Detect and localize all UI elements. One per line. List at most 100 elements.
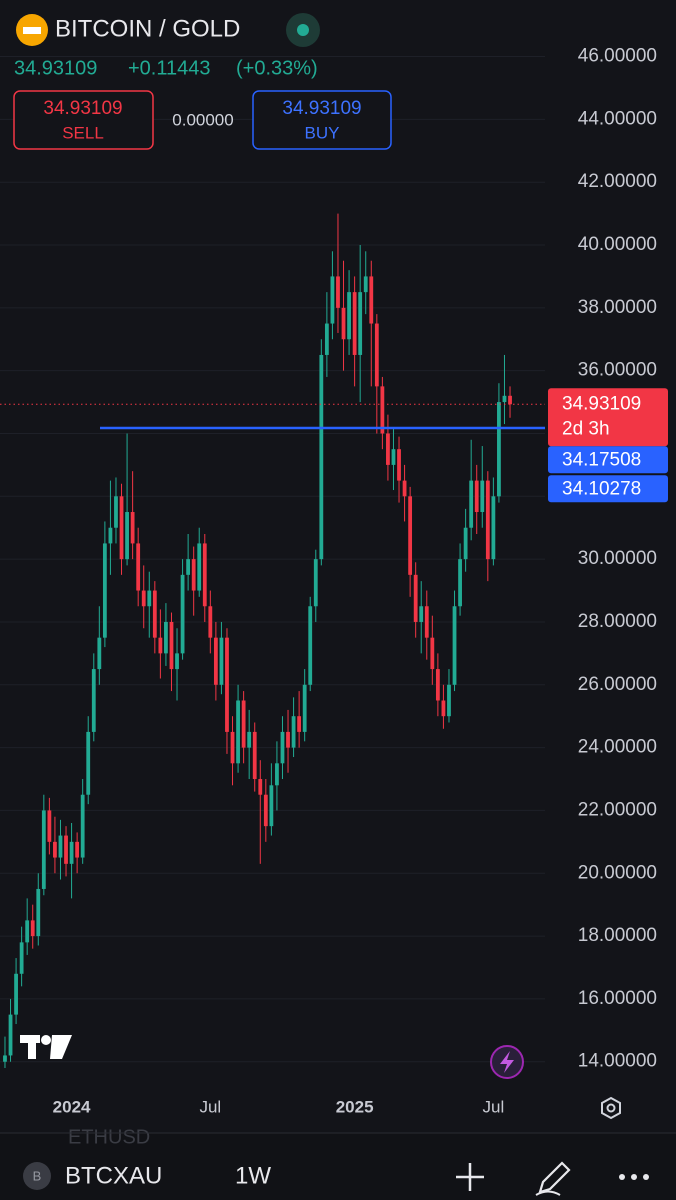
candle-body (125, 512, 129, 560)
candle-body (269, 785, 274, 827)
settings-button[interactable] (601, 1096, 621, 1120)
candle-body (280, 731, 285, 764)
candle-body (369, 276, 374, 324)
candle-body (41, 810, 46, 889)
candle-body (14, 973, 18, 1015)
y-tick-label: 22.00000 (578, 799, 657, 820)
candle-body (402, 480, 407, 497)
candle-body (97, 637, 102, 670)
candle-body (430, 637, 435, 670)
candle-body (3, 1055, 7, 1062)
candle-body (164, 621, 168, 654)
candle-body (480, 480, 485, 513)
second-level-label: 34.10278 (562, 478, 641, 499)
y-tick-label: 36.00000 (578, 360, 657, 381)
candle-body (136, 543, 141, 591)
add-button[interactable] (456, 1163, 484, 1191)
candle-body (158, 637, 163, 654)
candle-body (80, 794, 85, 858)
candle-body (69, 841, 74, 864)
last-price-label: 34.93109 (562, 393, 641, 414)
buy-label: BUY (305, 123, 340, 142)
y-tick-label: 26.00000 (578, 674, 657, 695)
candle-body (419, 606, 424, 622)
candle-body (53, 841, 57, 858)
symbol[interactable]: BTCXAU (65, 1162, 162, 1189)
candle-body (358, 292, 363, 355)
candle-body (386, 433, 390, 465)
y-tick-label: 38.00000 (578, 297, 657, 318)
candle-body (141, 590, 146, 607)
candle-body (86, 731, 91, 795)
candle-body (347, 292, 351, 340)
y-tick-label: 40.00000 (578, 234, 657, 255)
candle-body (424, 606, 429, 638)
symbol-icon-circle (23, 1162, 51, 1190)
candle-body (435, 669, 440, 701)
candle-body (64, 835, 68, 864)
y-tick-label: 46.00000 (578, 46, 657, 67)
x-tick-label: 2024 (53, 1097, 91, 1116)
candle-body (341, 307, 346, 340)
background-symbol: ETHUSD (68, 1126, 150, 1148)
candle-body (241, 700, 246, 748)
y-tick-label: 28.00000 (578, 611, 657, 632)
candle-body (397, 449, 401, 481)
candle-body (286, 731, 290, 748)
y-tick-label: 30.00000 (578, 548, 657, 569)
candle-body (191, 559, 196, 591)
candle-body (291, 716, 296, 748)
candle-body (502, 395, 507, 403)
more-button[interactable] (619, 1174, 649, 1180)
candle-body (352, 292, 357, 355)
candle-body (308, 606, 313, 685)
chart: 2024 Jul 2025 Jul 14.00000 16.00000 18.00000 20… (0, 46, 668, 1116)
price: 34.93109 (14, 57, 97, 79)
interval[interactable]: 1W (235, 1162, 271, 1189)
buy-price: 34.93109 (282, 98, 361, 119)
candle-body (297, 716, 302, 732)
candle-body (219, 637, 224, 685)
candle-body (180, 574, 185, 654)
candle-body (47, 810, 52, 842)
candle-body (102, 543, 107, 638)
candle-body (108, 527, 113, 544)
candle-body (19, 942, 24, 974)
candle-body (58, 835, 63, 858)
x-tick-label: Jul (483, 1097, 505, 1116)
y-tick-label: 18.00000 (578, 925, 657, 946)
candle-body (258, 779, 263, 795)
title: BITCOIN / GOLD (55, 15, 240, 42)
level-label: 34.17508 (562, 449, 641, 470)
sell-button[interactable] (13, 90, 154, 150)
candle-body (474, 480, 479, 513)
bottom-bar (0, 1133, 676, 1200)
candle-body (91, 669, 96, 732)
candle-body (497, 402, 501, 497)
candle-body (252, 731, 257, 780)
y-tick-label: 16.00000 (578, 988, 657, 1009)
candle-body (363, 276, 368, 293)
candle-body (25, 920, 30, 943)
last-price-box (548, 388, 668, 447)
candle-body (75, 841, 80, 858)
candle-body (236, 700, 240, 764)
logo-bar (23, 27, 41, 34)
candle-body (452, 606, 457, 685)
candle-body (491, 496, 496, 560)
change-pct: (+0.33%) (236, 57, 318, 79)
candle-body (319, 354, 324, 560)
candle-body (330, 276, 335, 324)
candle-body (197, 543, 202, 591)
status-dot (297, 24, 309, 36)
candle-body (114, 496, 118, 528)
settings-icon (606, 1103, 616, 1113)
candle-body (485, 480, 490, 560)
candle-body (458, 559, 462, 607)
candle-body (230, 731, 235, 764)
candle-body (413, 574, 418, 622)
draw-button[interactable] (535, 1161, 571, 1196)
buy-button[interactable] (252, 90, 392, 150)
